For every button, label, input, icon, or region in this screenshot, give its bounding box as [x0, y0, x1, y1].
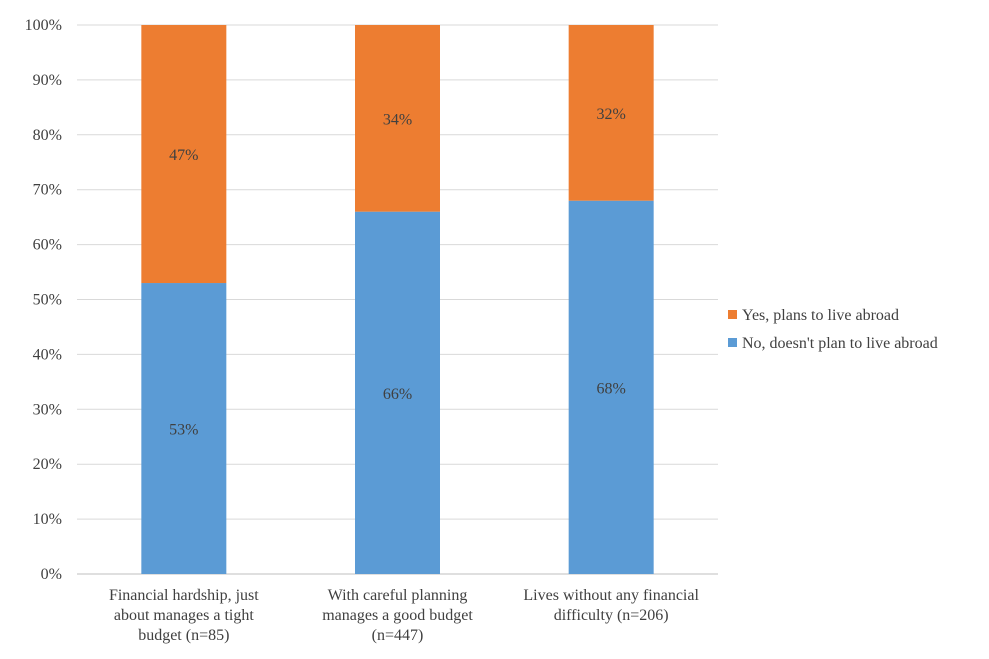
data-label: 47%	[169, 147, 198, 164]
legend-label: Yes, plans to live abroad	[742, 307, 899, 324]
y-tick-label: 90%	[33, 72, 62, 89]
y-tick-label: 50%	[33, 292, 62, 309]
x-tick-label: Financial hardship, just	[109, 587, 259, 604]
bar-segment	[568, 200, 654, 574]
data-label: 53%	[169, 422, 198, 439]
y-tick-label: 10%	[33, 511, 62, 528]
y-tick-label: 0%	[41, 566, 62, 583]
y-tick-label: 70%	[33, 182, 62, 199]
data-label: 66%	[383, 386, 412, 403]
legend-swatch	[728, 310, 737, 319]
y-tick-label: 20%	[33, 456, 62, 473]
bar-segment	[355, 211, 440, 574]
bar-segment	[141, 25, 227, 284]
y-tick-label: 80%	[33, 127, 62, 144]
y-tick-label: 30%	[33, 401, 62, 418]
y-tick-label: 100%	[25, 17, 62, 34]
x-tick-label: difficulty (n=206)	[554, 607, 669, 624]
y-tick-label: 40%	[33, 346, 62, 363]
legend-label: No, doesn't plan to live abroad	[742, 335, 938, 352]
legend-swatch	[728, 338, 737, 347]
bar-segment	[568, 25, 654, 201]
x-tick-label: manages a good budget	[322, 607, 473, 624]
x-tick-label: budget (n=85)	[138, 627, 229, 644]
y-tick-label: 60%	[33, 237, 62, 254]
x-tick-label: (n=447)	[372, 627, 424, 644]
data-label: 34%	[383, 111, 412, 128]
data-label: 32%	[597, 106, 626, 123]
data-label: 68%	[597, 380, 626, 397]
x-tick-label: With careful planning	[328, 587, 468, 604]
bar-segment	[141, 283, 227, 574]
x-tick-label: about manages a tight	[114, 607, 255, 624]
bar-segment	[355, 25, 440, 212]
x-tick-label: Lives without any financial	[523, 587, 699, 604]
